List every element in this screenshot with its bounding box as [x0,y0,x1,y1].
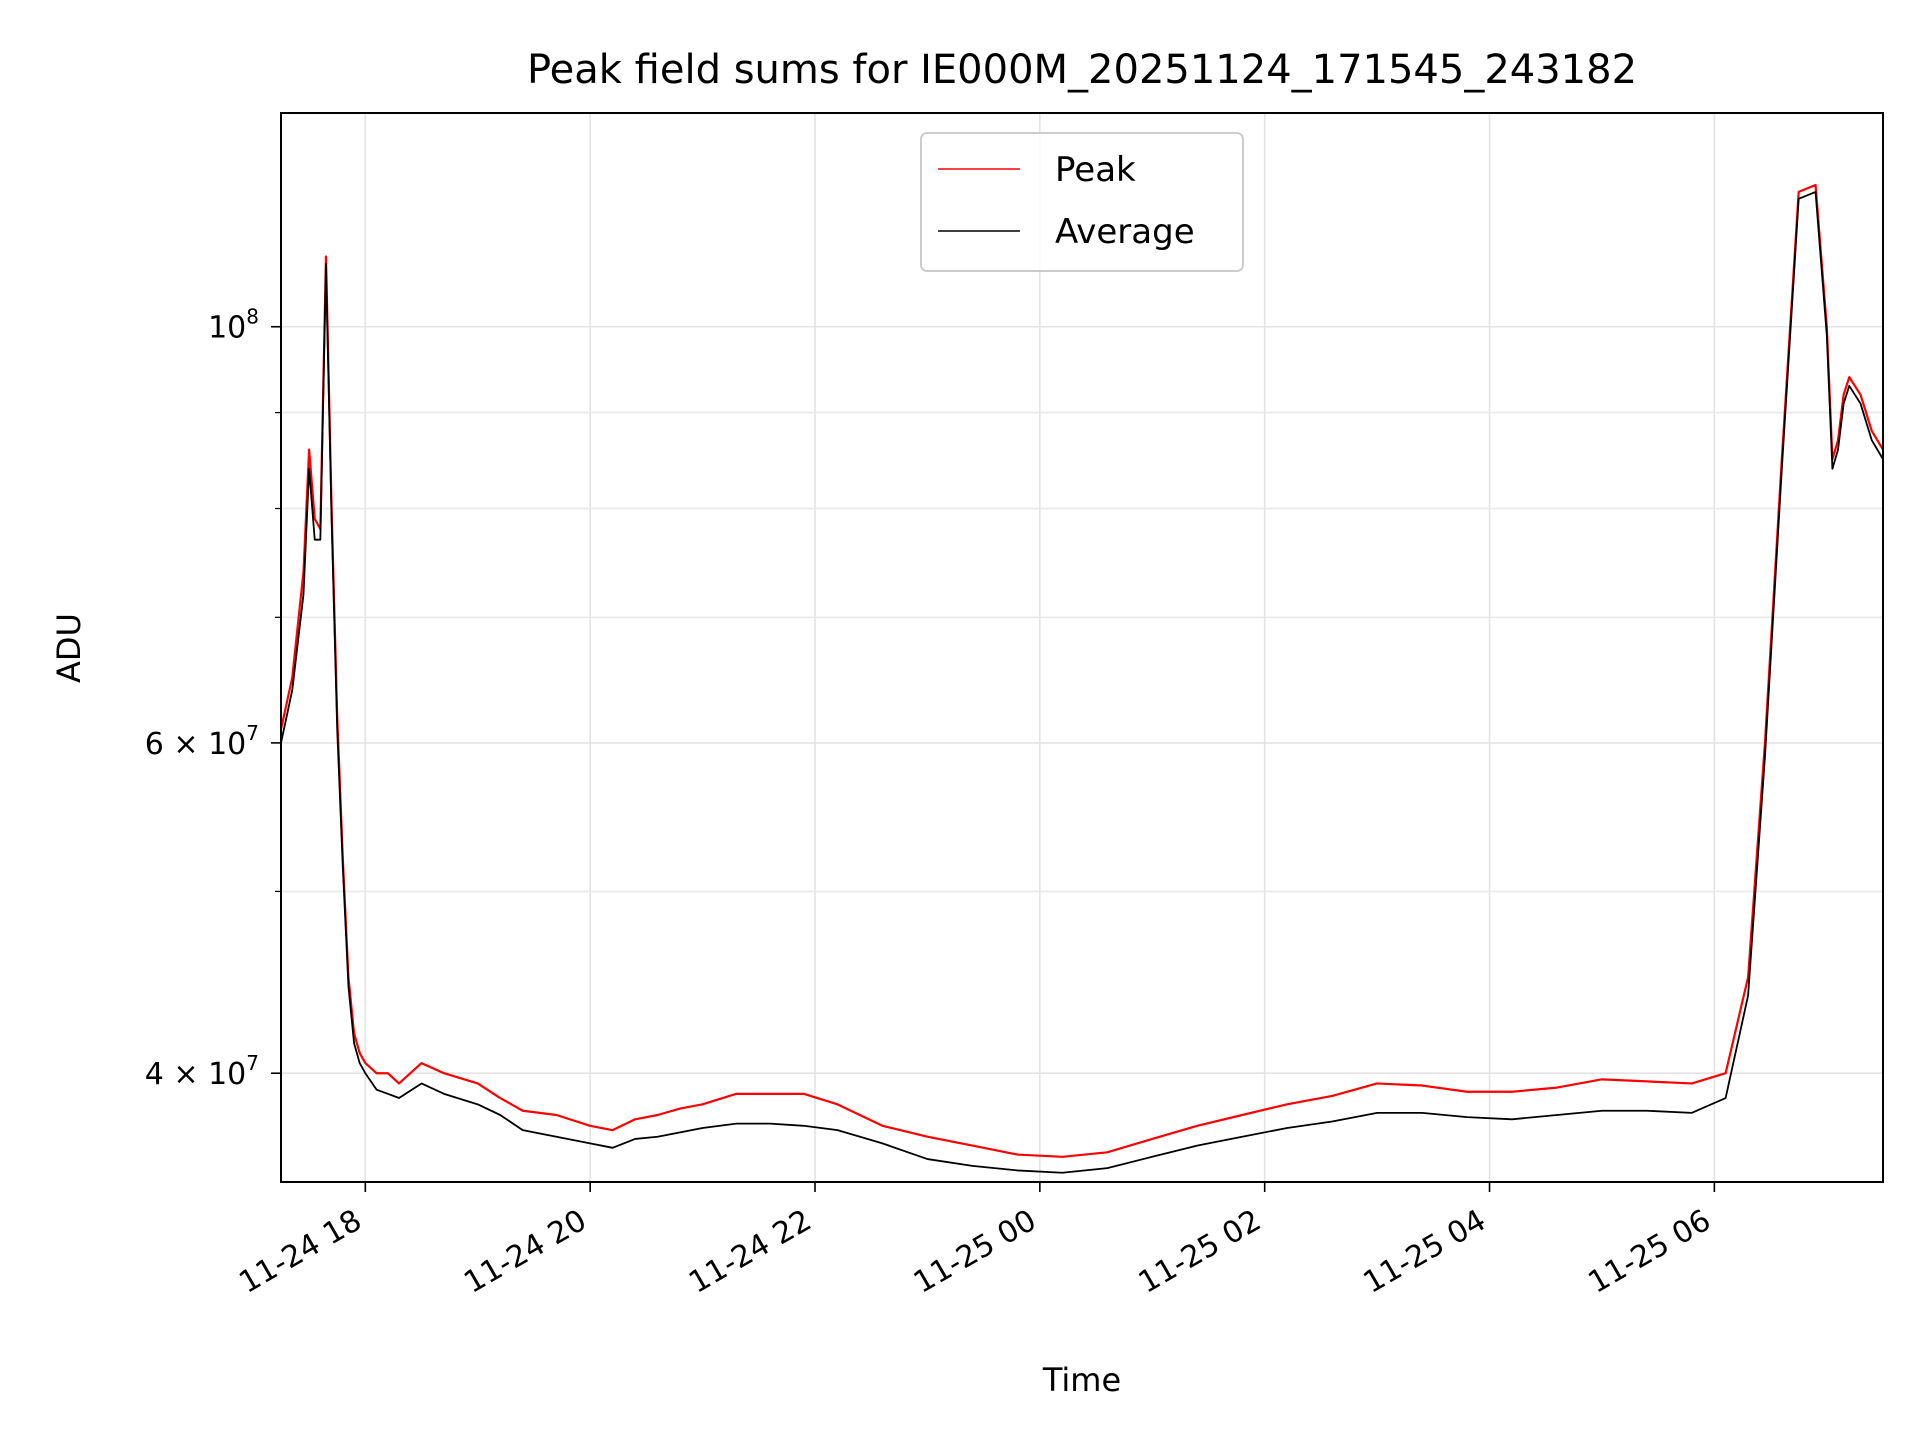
grid [281,113,1883,1182]
plot-area [281,183,1883,1174]
y-tick-label: 4 × 107 [145,1051,259,1092]
y-axis-label: ADU [50,613,88,683]
y-tick-label-base: 6 × 10 [145,727,246,762]
y-tick-label-exponent: 7 [246,721,259,745]
series-line-average [281,191,1883,1174]
y-tick-label-exponent: 8 [246,305,259,329]
y-tick-label-base: 4 × 10 [145,1057,246,1092]
y-tick-label: 108 [208,305,259,346]
legend-box [920,132,1244,272]
axes-frame [280,112,1884,1183]
legend-label-peak: Peak [1055,150,1136,190]
y-tick-label: 6 × 107 [145,721,259,762]
legend-label-average: Average [1055,212,1195,252]
y-tick-label-exponent: 7 [246,1051,259,1075]
chart-title: Peak field sums for IE000M_20251124_1715… [527,47,1637,93]
legend: Peak Average [920,132,1244,272]
y-tick-label-base: 10 [208,311,246,346]
x-axis-label: Time [1042,1361,1121,1399]
